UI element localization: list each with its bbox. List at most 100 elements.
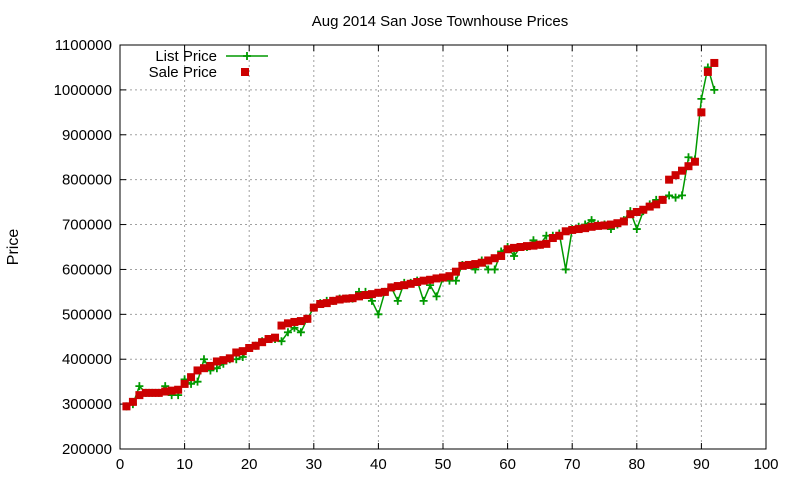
sale-price-point [154,388,163,397]
sale-price-point [490,254,499,263]
y-tick-label: 1000000 [54,82,112,99]
sale-price-point [277,321,286,330]
sale-price-point [355,292,364,301]
sale-price-point [703,67,712,76]
list-price-point [710,85,719,94]
sale-price-point [199,364,208,373]
sale-price-point [665,175,674,184]
sale-price-point [522,242,531,251]
list-price-point [561,265,570,274]
sale-price-point [587,222,596,231]
sale-price-point [710,58,719,67]
y-tick-label: 600000 [62,261,112,278]
sale-price-point [329,296,338,305]
sale-price-point [594,221,603,230]
sale-price-point [400,281,409,290]
sale-price-point [413,278,422,287]
sale-price-point [574,225,583,234]
sale-price-point [193,366,202,375]
sale-price-point [348,294,357,303]
sale-price-point [187,373,196,382]
sale-price-point [632,207,641,216]
list-price-point [684,153,693,162]
sale-price-point [510,243,519,252]
grid-layer [120,45,766,449]
sale-price-point [180,379,189,388]
list-price-point [510,251,519,260]
sale-price-point [516,243,525,251]
sale-price-point [309,303,318,312]
sale-price-point [322,299,331,308]
sale-price-point [548,234,557,243]
list-price-point [296,328,305,337]
sale-price-point [128,397,137,406]
series-list-price [122,63,719,411]
sale-price-point [639,205,648,214]
sale-price-point [555,231,564,240]
y-tick-label: 1100000 [55,37,112,54]
list-price-point [367,296,376,305]
sale-price-point [380,287,389,296]
sale-price-point [613,219,622,228]
legend-label-sale-price: Sale Price [149,64,217,81]
sale-price-point [212,357,221,366]
x-tick-label: 20 [241,456,258,473]
y-tick-label: 800000 [62,172,112,189]
sale-price-point [264,335,273,344]
sale-price-point [393,282,402,291]
chart-title: Aug 2014 San Jose Townhouse Prices [312,13,569,30]
sale-price-point [258,338,267,347]
legend-swatch-sale-price [241,68,249,76]
sale-price-point [484,256,493,265]
y-tick-label: 200000 [62,441,112,458]
list-price-point [632,225,641,234]
y-tick-label: 400000 [62,351,112,368]
list-price-point [490,265,499,274]
list-price-point [671,193,680,202]
sale-price-point [678,166,687,175]
list-price-point [665,191,674,200]
x-tick-label: 90 [693,456,710,473]
sale-price-point [367,290,376,299]
sale-price-point [600,221,609,230]
y-tick-label: 500000 [62,306,112,323]
y-tick-label: 300000 [62,396,112,413]
sale-price-point [652,200,661,209]
x-tick-label: 80 [628,456,645,473]
list-price-line [126,67,716,408]
sale-price-point [542,239,551,248]
sale-price-point [225,354,234,363]
x-tick-label: 60 [499,456,516,473]
sale-price-point [374,288,383,297]
sale-price-point [135,391,144,400]
x-tick-label: 70 [564,456,581,473]
legend: List Price Sale Price [149,48,268,81]
sale-price-point [561,227,570,236]
sale-price-point [445,272,454,281]
sale-price-point [303,314,312,323]
sale-price-point [174,385,183,394]
x-tick-label: 50 [435,456,452,473]
sale-price-point [581,224,590,233]
list-price-point [393,296,402,305]
list-price-point [432,292,441,301]
sale-price-point [690,157,699,166]
series-sale-price [122,58,719,411]
sale-price-point [251,341,260,350]
series-layer [122,58,719,411]
sale-price-point [658,195,667,204]
sale-price-point [238,347,247,356]
sale-price-point [432,274,441,283]
sale-price-point [426,275,435,284]
sale-price-point [406,279,415,288]
list-price-point [193,377,202,386]
list-price-point [374,310,383,319]
list-price-point [135,382,144,391]
sale-price-point [503,245,512,254]
sale-price-point [645,202,654,211]
sale-price-point [619,217,628,226]
sale-price-point [471,260,480,269]
legend-swatch-list-price-marker [243,52,251,60]
sale-price-point [439,273,447,282]
